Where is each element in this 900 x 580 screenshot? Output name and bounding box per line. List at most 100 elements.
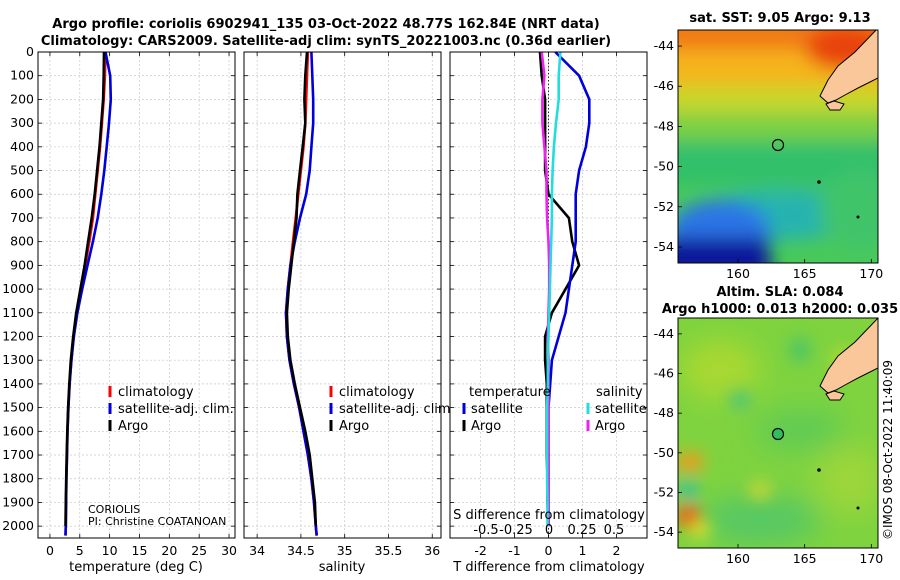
- salinity-series: [284, 51, 318, 536]
- xtick-label: -2: [474, 543, 486, 558]
- sla-map-field: [678, 318, 878, 548]
- map-ytick-label: -44: [654, 38, 674, 53]
- temperature-ticks: 0100200300400500600700800900100011001200…: [2, 44, 237, 558]
- ytick-label: 1200: [2, 328, 34, 343]
- sla-map-argo-marker: [771, 427, 785, 441]
- sla-map-title-line2: Argo h1000: 0.013 h2000: 0.035: [662, 302, 898, 317]
- island-dot: [817, 468, 821, 472]
- differences-xlabel: T difference from climatology: [452, 560, 645, 575]
- temperature-legend: climatology satellite-adj. clim. Argo: [108, 385, 234, 434]
- map-xtick-label: 165: [793, 551, 817, 566]
- differences-ticks: -2 -1 0 1 2: [450, 51, 647, 558]
- secondary-tick-label: 0.5: [604, 523, 625, 538]
- legend-climatology-label: climatology: [339, 385, 415, 400]
- series-argo: [64, 51, 106, 527]
- xtick-label: 35: [337, 543, 353, 558]
- legend-salinity-satellite-label: satellite: [595, 402, 647, 417]
- map-ytick-label: -54: [654, 239, 674, 254]
- panel-temperature: 0100200300400500600700800900100011001200…: [2, 44, 237, 575]
- panel-temperature-frame: [38, 52, 235, 538]
- map-ytick-label: -46: [654, 78, 674, 93]
- differences-secondary-ticks: -0.5 -0.25 0 0.25 0.5: [473, 523, 624, 538]
- ytick-label: 800: [10, 234, 34, 249]
- legend-argo-label: Argo: [118, 419, 148, 434]
- stewart-island-land: [825, 390, 845, 401]
- legend-temperature-argo-label: Argo: [471, 419, 501, 434]
- map-ytick-label: -48: [654, 405, 674, 420]
- ytick-label: 900: [10, 257, 34, 272]
- ytick-label: 1000: [2, 281, 34, 296]
- sst-map-title: sat. SST: 9.05 Argo: 9.13: [689, 11, 870, 26]
- salinity-legend: climatology satellite-adj. clim. Argo: [329, 385, 455, 434]
- temperature-series: [64, 51, 113, 536]
- panel-differences: -2 -1 0 1 2 T difference from climatology S …: [449, 51, 648, 575]
- ytick-label: 1600: [2, 423, 34, 438]
- ytick-label: 1800: [2, 471, 34, 486]
- map-ytick-label: -48: [654, 118, 674, 133]
- xtick-label: 34: [249, 543, 265, 558]
- map-xtick-label: 165: [793, 266, 817, 281]
- figure-title-line2: Climatology: CARS2009. Satellite-adj cli…: [41, 34, 611, 49]
- differences-secondary-xlabel: S difference from climatology: [453, 508, 645, 523]
- xtick-label: 1: [578, 543, 586, 558]
- map-ytick-label: -50: [654, 159, 674, 174]
- salinity-xlabel: salinity: [319, 560, 366, 575]
- salinity-grid: [244, 51, 441, 538]
- legend-temperature-title: temperature: [469, 385, 551, 400]
- sst-map-field: [678, 30, 878, 263]
- legend-temperature-satellite-label: satellite: [471, 402, 523, 417]
- stewart-island-land: [825, 100, 845, 111]
- temperature-xlabel: temperature (deg C): [69, 560, 203, 575]
- ytick-label: 1400: [2, 376, 34, 391]
- map-ytick-label: -44: [654, 326, 674, 341]
- series-argo: [285, 51, 318, 527]
- legend-satellite-label: satellite-adj. clim.: [118, 402, 234, 417]
- differences-legend-temperature: temperature satellite Argo: [462, 385, 551, 434]
- ytick-label: 1900: [2, 494, 34, 509]
- xtick-label: 15: [132, 543, 148, 558]
- differences-series: [538, 51, 591, 527]
- legend-salinity-title: salinity: [596, 385, 643, 400]
- legend-argo-label: Argo: [339, 419, 369, 434]
- map-ytick-label: -50: [654, 445, 674, 460]
- map-ytick-label: -46: [654, 366, 674, 381]
- ytick-label: 500: [10, 163, 34, 178]
- xtick-label: 35.5: [375, 543, 403, 558]
- map-ytick-label: -52: [654, 484, 674, 499]
- xtick-label: 2: [612, 543, 620, 558]
- xtick-label: 36: [424, 543, 440, 558]
- sst-map: sat. SST: 9.05 Argo: 9.13 160 165 170: [654, 11, 884, 281]
- map-ytick-label: -52: [654, 199, 674, 214]
- secondary-tick-label: 0: [545, 523, 553, 538]
- island-dot: [817, 180, 821, 184]
- sst-map-argo-marker: [771, 138, 785, 152]
- xtick-label: 0: [545, 543, 553, 558]
- xtick-label: 10: [102, 543, 118, 558]
- ytick-label: 1500: [2, 400, 34, 415]
- ytick-label: 2000: [2, 518, 34, 533]
- ytick-label: 700: [10, 210, 34, 225]
- credit-institution: CORIOLIS: [88, 503, 140, 516]
- differences-legend-salinity: salinity satellite Argo: [586, 385, 647, 434]
- map-xtick-label: 160: [726, 551, 750, 566]
- map-ytick-label: -54: [654, 524, 674, 539]
- map-xtick-label: 170: [859, 551, 883, 566]
- ytick-label: 200: [10, 91, 34, 106]
- ytick-label: 400: [10, 139, 34, 154]
- map-xtick-label: 170: [859, 266, 883, 281]
- secondary-tick-label: -0.25: [499, 523, 533, 538]
- ytick-label: 300: [10, 115, 34, 130]
- xtick-label: 25: [191, 543, 207, 558]
- legend-climatology-label: climatology: [118, 385, 194, 400]
- island-dot: [856, 215, 860, 219]
- sla-map-title-line1: Altim. SLA: 0.084: [717, 285, 844, 300]
- sla-map: Altim. SLA: 0.084 Argo h1000: 0.013 h200…: [654, 285, 899, 566]
- secondary-tick-label: -0.5: [473, 523, 498, 538]
- secondary-tick-label: 0.25: [568, 523, 597, 538]
- credit-pi: PI: Christine COATANOAN: [88, 515, 226, 528]
- xtick-label: 30: [221, 543, 237, 558]
- salinity-ticks: 34 34.5 35 35.5 36: [244, 51, 441, 558]
- ytick-label: 1700: [2, 447, 34, 462]
- imos-watermark: ©IMOS 08-Oct-2022 11:40:09: [881, 360, 895, 540]
